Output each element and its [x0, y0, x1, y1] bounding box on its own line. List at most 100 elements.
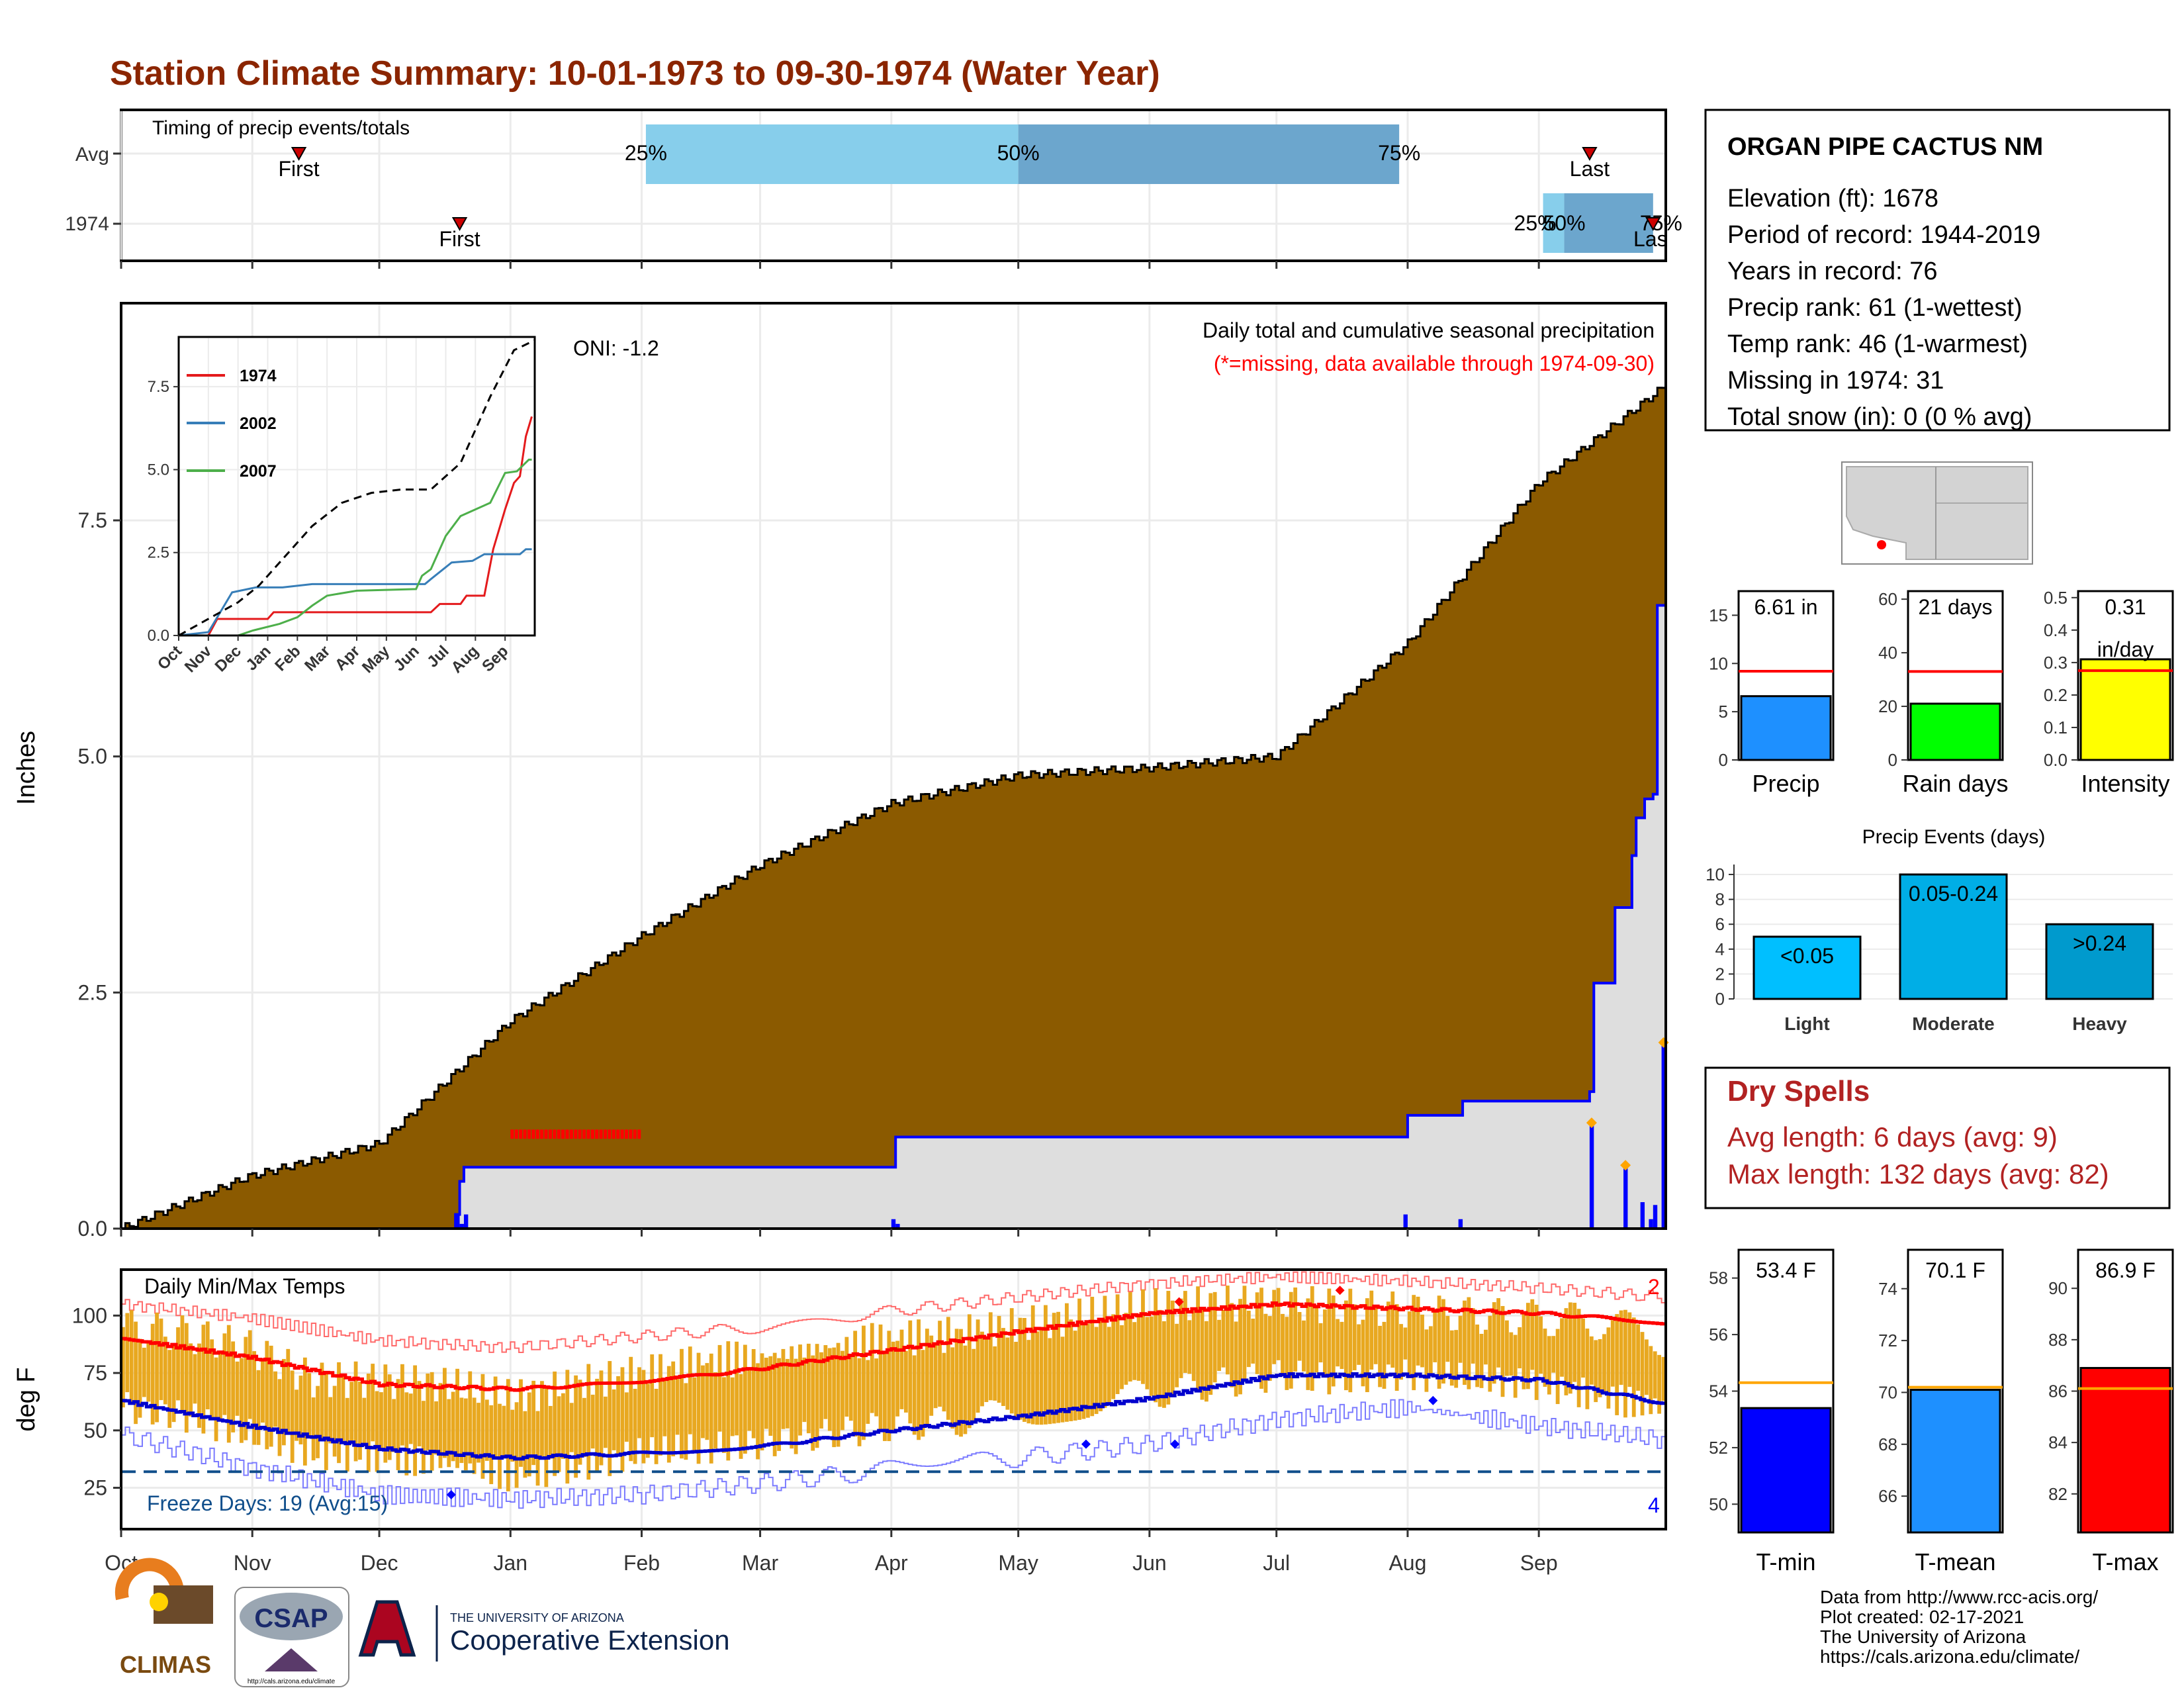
daily-temp-range-bar [379, 1392, 383, 1448]
daily-temp-range-bar [980, 1331, 984, 1407]
daily-temp-range-bar [972, 1348, 976, 1421]
daily-temp-range-bar [777, 1358, 781, 1451]
month-tick-label: Aug [1388, 1551, 1426, 1575]
oni-value: ONI: -1.2 [573, 336, 659, 360]
inset-y-tick-label: 0.0 [148, 627, 169, 645]
daily-temp-range-bar [1170, 1300, 1175, 1397]
summary-bar-tick-label: 60 [1878, 589, 1897, 609]
temp-panel: 25 50 75 100 deg F Daily Min/Max Temps Free… [13, 1268, 1667, 1530]
daily-temp-range-bar [866, 1360, 870, 1424]
daily-temp-range-bar [696, 1352, 701, 1464]
inset-legend: 1974 2002 2007 [187, 367, 277, 481]
precip-plot-area [121, 387, 1669, 1230]
daily-temp-range-bar [484, 1399, 489, 1461]
timing-row-avg-label: Avg [75, 144, 109, 165]
daily-temp-range-bar [1492, 1302, 1496, 1384]
daily-temp-range-bar [261, 1360, 265, 1423]
daily-temp-range-bar [349, 1382, 354, 1444]
daily-temp-range-bar [1505, 1320, 1509, 1376]
daily-temp-range-bar [125, 1313, 130, 1393]
daily-temp-range-bar [1357, 1324, 1361, 1365]
csap-logo-url: http://cals.arizona.edu/climate [248, 1678, 336, 1685]
timing-quartile-bars [645, 124, 1653, 253]
timing-panel: Timing of precip events/totals Avg 1974 … [65, 109, 1682, 262]
daily-temp-range-bar [785, 1358, 790, 1429]
daily-temp-range-bar [1085, 1323, 1090, 1418]
daily-precip-bar [891, 1219, 896, 1229]
daily-temp-range-bar [1246, 1311, 1251, 1368]
daily-temp-range-bar [408, 1393, 413, 1444]
climas-logo: CLIMAS [114, 1558, 213, 1678]
daily-temp-range-bar [180, 1315, 185, 1413]
missing-day-marker [629, 1129, 633, 1139]
daily-temp-range-bar [1081, 1325, 1086, 1419]
daily-temp-range-bar [1522, 1314, 1526, 1389]
record-high-count: 2 [1648, 1275, 1660, 1299]
daily-temp-range-bar [624, 1392, 629, 1442]
daily-temp-range-bar [167, 1350, 172, 1429]
daily-temp-range-bar [680, 1348, 684, 1459]
summary-bar-tick-label: 20 [1878, 696, 1897, 716]
daily-temp-range-bar [1255, 1292, 1259, 1374]
daily-temp-range-bar [404, 1392, 409, 1476]
daily-temp-range-bar [1424, 1329, 1429, 1392]
daily-temp-range-bar [544, 1387, 549, 1487]
missing-day-marker [510, 1129, 514, 1139]
daily-temp-range-bar [1212, 1291, 1217, 1383]
daily-precip-bar [1589, 1125, 1594, 1229]
daily-temp-range-bar [1382, 1321, 1387, 1389]
month-tick-label: Apr [875, 1551, 908, 1575]
record-low-count: 4 [1648, 1493, 1660, 1517]
temp-summary-tick-label: 74 [1878, 1279, 1897, 1299]
missing-day-marker [531, 1129, 535, 1139]
temp-summary-tick-label: 82 [2048, 1484, 2068, 1504]
timing-panel-label: Timing of precip events/totals [152, 117, 410, 139]
missing-day-marker [548, 1129, 552, 1139]
daily-temp-range-bar [739, 1374, 743, 1459]
daily-temp-range-bar [1048, 1338, 1052, 1425]
temp-summary-value-label: 86.9 F [2095, 1258, 2156, 1282]
summary-bar-tick-label: 5 [1719, 702, 1728, 722]
daily-temp-range-bar [1285, 1317, 1289, 1390]
daily-temp-range-bar [874, 1358, 879, 1417]
inset-legend-label: 2007 [240, 462, 277, 481]
dry-spells-box: Dry Spells Avg length: 6 days (avg: 9) M… [1704, 1066, 2171, 1209]
inset-average-line [178, 339, 535, 637]
event-category-label: Light [1784, 1013, 1829, 1034]
daily-precip-bar [1649, 1219, 1653, 1229]
daily-temp-range-bar [1467, 1297, 1471, 1389]
temp-y-tick-label: 25 [83, 1476, 107, 1500]
daily-temp-range-bar [899, 1329, 904, 1409]
daily-temp-range-bar [506, 1379, 510, 1491]
dry-spells-avg: Avg length: 6 days (avg: 9) [1727, 1121, 2058, 1152]
daily-temp-range-bar [332, 1385, 337, 1457]
summary-bar-tick-label: 0.4 [2044, 620, 2068, 640]
daily-precip-bar [1623, 1167, 1628, 1229]
daily-temp-range-bar [1302, 1320, 1306, 1372]
daily-temp-range-bar [841, 1350, 844, 1430]
daily-temp-range-bar [244, 1336, 248, 1440]
daily-temp-range-bar [781, 1348, 786, 1429]
summary-bar-tick-label: 0 [1888, 750, 1897, 770]
daily-temp-range-bar [134, 1321, 138, 1425]
daily-temp-range-bar [942, 1352, 946, 1412]
daily-temp-range-bar [392, 1399, 396, 1452]
missing-day-marker [527, 1129, 531, 1139]
daily-temp-range-bar [1484, 1329, 1488, 1365]
temp-summary-value-label: 53.4 F [1756, 1258, 1816, 1282]
missing-day-marker [523, 1129, 527, 1139]
daily-temp-range-bar [705, 1363, 709, 1440]
daily-temp-range-bar [666, 1366, 671, 1463]
daily-temp-range-bar [1323, 1309, 1327, 1378]
daily-temp-range-bar [1488, 1315, 1492, 1392]
daily-temp-range-bar [709, 1353, 713, 1464]
daily-temp-range-bar [1281, 1313, 1285, 1375]
daily-precip-bar [1653, 1205, 1658, 1229]
daily-temp-range-bar [387, 1374, 392, 1460]
missing-day-marker [553, 1129, 557, 1139]
daily-temp-range-bar [1145, 1317, 1150, 1389]
daily-temp-range-bar [844, 1336, 849, 1417]
daily-temp-range-bar [1035, 1331, 1040, 1425]
